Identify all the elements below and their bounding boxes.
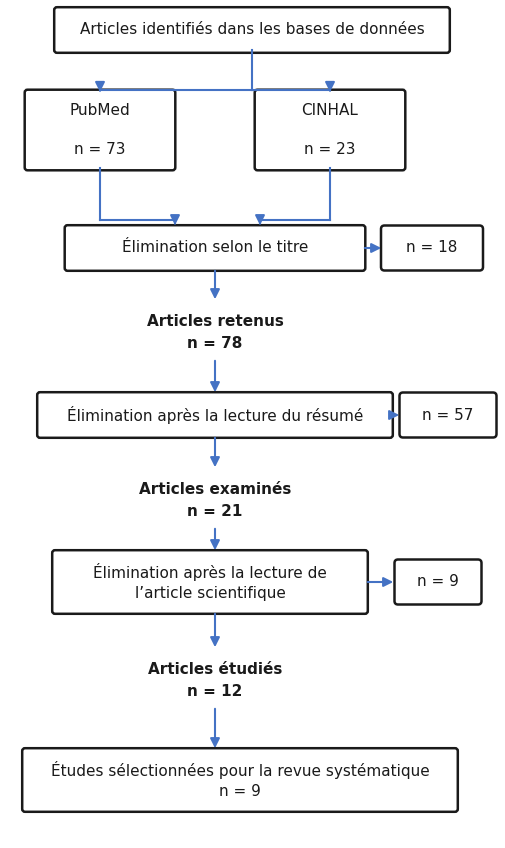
FancyBboxPatch shape [37,392,393,438]
FancyBboxPatch shape [399,393,496,438]
Text: n = 21: n = 21 [187,505,243,520]
Text: Études sélectionnées pour la revue systématique
n = 9: Études sélectionnées pour la revue systé… [50,762,429,799]
Text: PubMed

n = 73: PubMed n = 73 [70,103,130,157]
FancyBboxPatch shape [394,560,481,605]
FancyBboxPatch shape [65,226,365,271]
Text: Articles retenus: Articles retenus [146,315,283,330]
Text: Élimination selon le titre: Élimination selon le titre [122,241,308,255]
FancyBboxPatch shape [381,226,483,271]
FancyBboxPatch shape [52,550,368,614]
Text: n = 12: n = 12 [187,684,243,700]
Text: n = 9: n = 9 [417,574,459,589]
Text: n = 18: n = 18 [407,241,458,255]
Text: Articles identifiés dans les bases de données: Articles identifiés dans les bases de do… [80,23,424,37]
Text: n = 57: n = 57 [422,408,474,422]
Text: Articles examinés: Articles examinés [139,483,291,498]
FancyBboxPatch shape [54,7,450,53]
FancyBboxPatch shape [22,748,458,812]
Text: Élimination après la lecture de
l’article scientifique: Élimination après la lecture de l’articl… [93,563,327,601]
Text: n = 78: n = 78 [187,337,243,352]
FancyBboxPatch shape [255,90,406,170]
Text: Élimination après la lecture du résumé: Élimination après la lecture du résumé [67,406,363,424]
Text: CINHAL

n = 23: CINHAL n = 23 [301,103,359,157]
FancyBboxPatch shape [25,90,175,170]
Text: Articles étudiés: Articles étudiés [148,662,282,678]
